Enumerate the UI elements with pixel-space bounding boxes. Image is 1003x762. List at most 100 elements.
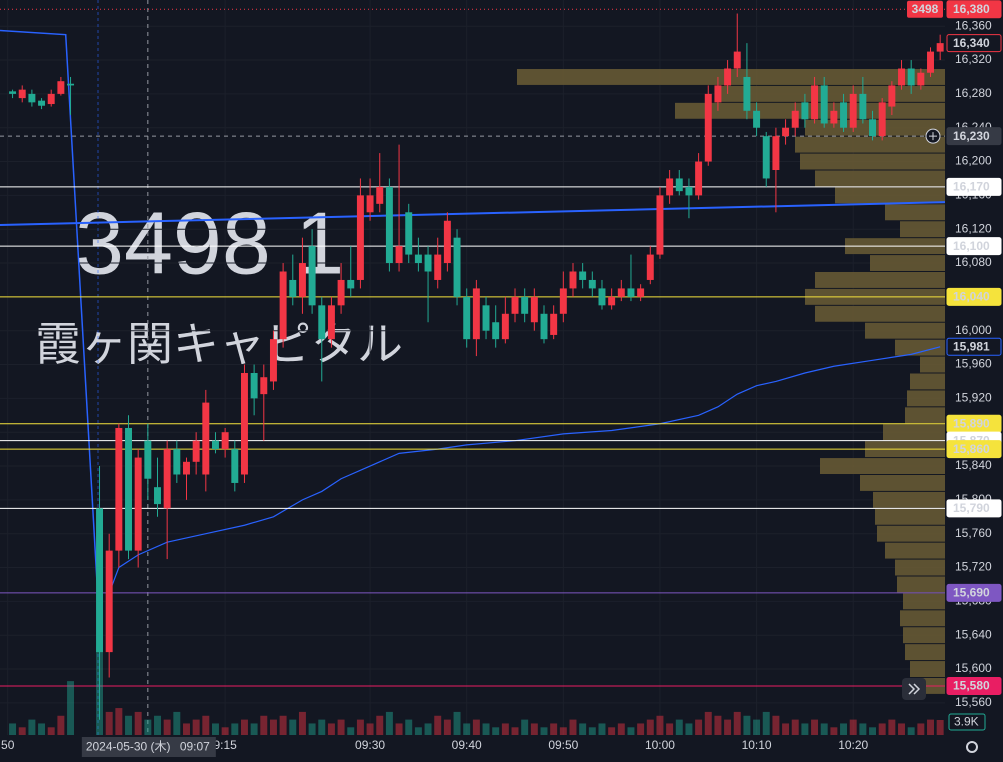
volume-bar	[192, 719, 200, 735]
volume-bar	[559, 727, 567, 735]
volume-bar	[269, 719, 277, 735]
volume-bar	[675, 719, 683, 735]
candle-body	[675, 178, 683, 192]
level-label: 15,860	[953, 442, 990, 456]
volume-bar	[337, 719, 345, 735]
symbol-badge-bg	[907, 0, 943, 18]
candle-body	[376, 186, 384, 204]
volume-bar	[221, 727, 229, 735]
time-badge: 09:07	[180, 740, 210, 754]
candle-body	[443, 220, 451, 264]
volume-bar	[240, 719, 248, 735]
volume-bar	[888, 719, 896, 735]
volume-bar	[579, 723, 587, 735]
volume-profile-bar	[885, 204, 945, 221]
candle-body	[318, 305, 326, 340]
volume-bar	[511, 727, 519, 735]
candle-body	[192, 440, 200, 462]
y-tick-label: 16,280	[955, 86, 992, 100]
volume-profile-bar	[795, 136, 945, 153]
volume-bar	[801, 723, 809, 735]
volume-bar	[782, 723, 790, 735]
volume-bar	[434, 715, 442, 735]
volume-bar	[125, 715, 132, 735]
candle-body	[96, 508, 104, 653]
candle-body	[414, 254, 422, 264]
volume-bar	[917, 723, 925, 735]
volume-bar	[154, 715, 161, 735]
volume-bar	[637, 723, 645, 735]
volume-bar	[820, 723, 828, 735]
volume-profile-bar	[895, 339, 945, 356]
candle-body	[289, 279, 297, 297]
volume-bar	[9, 723, 17, 735]
y-tick-label: 15,840	[955, 458, 992, 472]
candle-body	[936, 43, 944, 52]
candle-body	[907, 68, 915, 86]
volume-bar	[327, 723, 335, 735]
volume-bar	[878, 723, 886, 735]
candle-body	[598, 288, 606, 306]
level-label: 16,170	[953, 180, 990, 194]
crosshair-price-label: 16,230	[953, 129, 990, 143]
volume-bar	[47, 727, 55, 735]
vwap-label-bg	[946, 337, 1002, 356]
volume-bar	[666, 723, 674, 735]
candle-body	[588, 279, 596, 289]
trend-line	[0, 201, 946, 226]
candle-body	[67, 83, 75, 86]
x-tick-label: 9:15	[213, 738, 237, 752]
candle-body	[492, 322, 500, 340]
level-label-bg	[946, 237, 1002, 256]
x-tick-label: 50	[1, 738, 15, 752]
volume-bar	[907, 727, 915, 735]
volume-bar	[405, 719, 413, 735]
volume-bar	[695, 719, 703, 735]
volume-bar	[753, 719, 761, 735]
volume-bar	[859, 723, 867, 735]
volume-bar	[482, 723, 490, 735]
candle-body	[927, 51, 934, 73]
volume-bar	[395, 723, 403, 735]
volume-bar	[231, 723, 239, 735]
volume-bar	[318, 719, 326, 735]
level-label: 15,580	[953, 679, 990, 693]
volume-bar	[414, 727, 422, 735]
volume-bar	[898, 723, 905, 735]
candle-body	[163, 449, 171, 509]
y-tick-label: 15,920	[955, 391, 992, 405]
volume-label-bg	[948, 713, 986, 731]
volume-bar	[811, 719, 819, 735]
candle-body	[144, 440, 152, 479]
candle-body	[250, 372, 258, 399]
volume-bar	[530, 723, 538, 735]
level-label: 15,890	[953, 416, 990, 430]
volume-bar	[105, 711, 113, 735]
candle-body	[366, 195, 374, 213]
volume-profile-bar	[910, 373, 945, 390]
volume-bar	[385, 711, 393, 735]
volume-bar	[472, 719, 480, 735]
volume-bar	[849, 719, 857, 735]
candle-body	[337, 279, 345, 306]
level-label: 16,040	[953, 290, 990, 304]
volume-bar	[57, 715, 65, 735]
crosshair-price-label-bg	[946, 127, 1002, 146]
candle-body	[183, 461, 190, 475]
volume-profile-bar	[877, 525, 945, 542]
candle-body	[724, 68, 732, 86]
volume-bar	[260, 715, 268, 735]
scroll-icon	[908, 683, 921, 695]
candle-body	[472, 288, 480, 340]
settings-button[interactable]	[966, 741, 978, 753]
level-label: 15,790	[953, 501, 990, 515]
volume-bar	[936, 719, 944, 735]
candle-body	[202, 402, 210, 475]
volume-bar	[521, 719, 529, 735]
candle-body	[811, 85, 819, 120]
last-price-label-bg	[946, 34, 1002, 53]
date-badge: 2024-05-30 (木)	[86, 740, 171, 754]
candle-body	[666, 178, 674, 196]
candle-body	[240, 372, 248, 475]
volume-profile-bar	[715, 85, 945, 102]
